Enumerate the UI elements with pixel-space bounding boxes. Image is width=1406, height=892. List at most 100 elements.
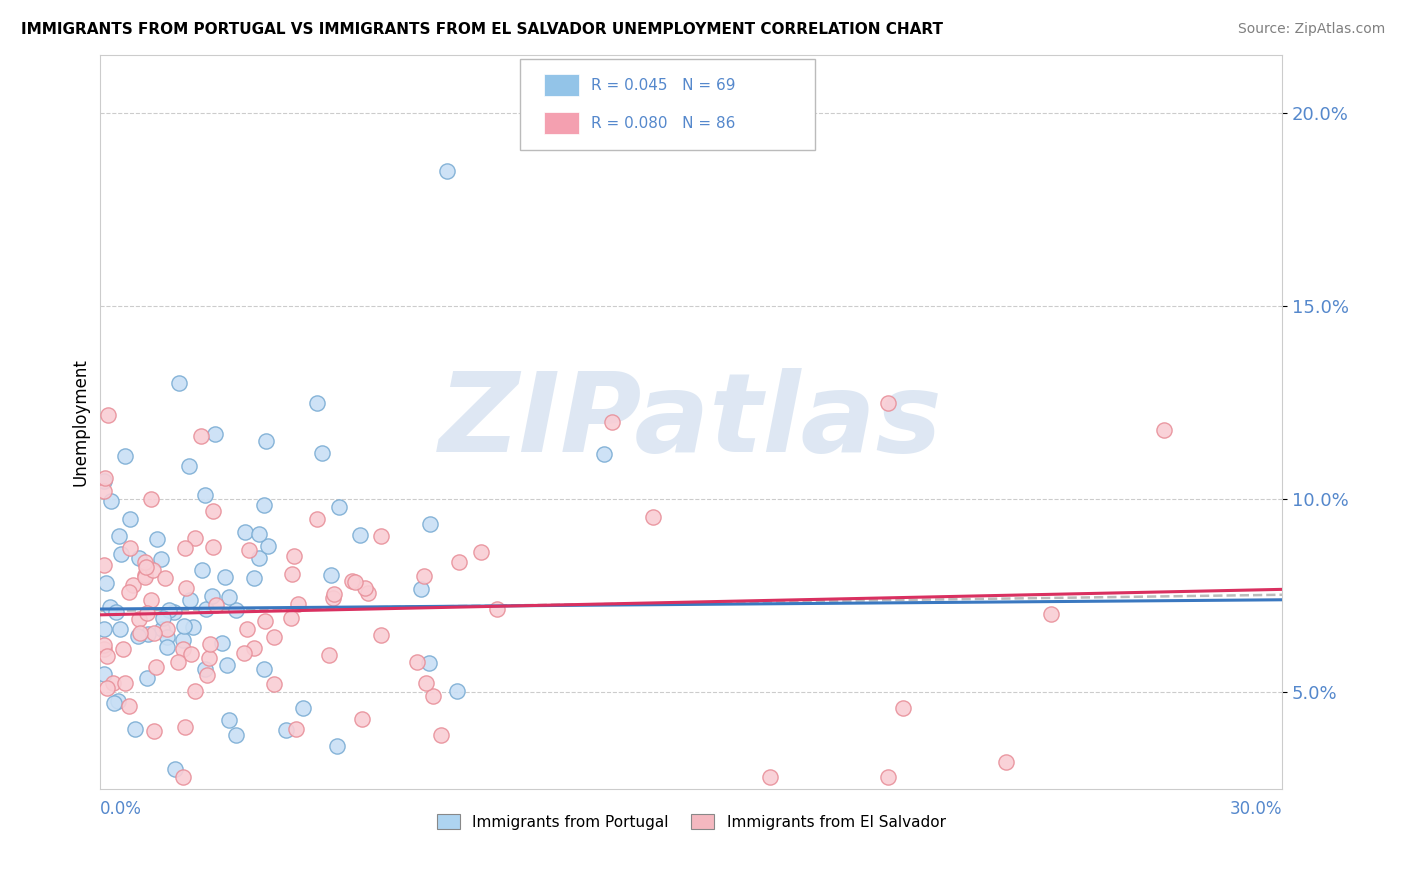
Point	[194, 602, 217, 616]
Point	[136, 671, 159, 685]
Point	[593, 447, 616, 461]
Point	[110, 547, 132, 561]
Point	[114, 675, 136, 690]
Point	[93, 666, 115, 681]
Point	[136, 627, 159, 641]
Point	[281, 567, 304, 582]
Point	[995, 755, 1018, 769]
Y-axis label: Unemployment: Unemployment	[72, 358, 89, 486]
Point	[103, 696, 125, 710]
Point	[446, 684, 468, 698]
Point	[135, 560, 157, 574]
Point	[318, 648, 340, 662]
Point	[353, 581, 375, 595]
Point	[429, 728, 451, 742]
Point	[180, 647, 202, 661]
Point	[93, 642, 115, 657]
Point	[195, 668, 218, 682]
Point	[214, 570, 236, 584]
Point	[218, 713, 240, 727]
Point	[253, 614, 276, 628]
Point	[194, 488, 217, 502]
Point	[877, 770, 900, 784]
Point	[142, 563, 165, 577]
Point	[134, 569, 156, 583]
Point	[167, 376, 190, 391]
Point	[173, 721, 195, 735]
Point	[284, 723, 307, 737]
Point	[108, 529, 131, 543]
Point	[93, 471, 115, 485]
Point	[305, 395, 328, 409]
Point	[342, 574, 364, 588]
Point	[201, 504, 224, 518]
Point	[135, 606, 157, 620]
Point	[409, 582, 432, 597]
Point	[280, 610, 302, 624]
Point	[93, 622, 115, 636]
Point	[200, 637, 222, 651]
Point	[97, 409, 120, 423]
Point	[124, 722, 146, 736]
Point	[201, 589, 224, 603]
Point	[263, 677, 285, 691]
Point	[100, 494, 122, 508]
Point	[121, 578, 143, 592]
Point	[415, 675, 437, 690]
Point	[197, 651, 219, 665]
Point	[225, 603, 247, 617]
Point	[322, 591, 344, 605]
Text: R = 0.045   N = 69: R = 0.045 N = 69	[591, 78, 735, 93]
Point	[232, 646, 254, 660]
Point	[215, 658, 238, 673]
FancyBboxPatch shape	[520, 59, 815, 151]
Point	[406, 655, 429, 669]
Point	[190, 428, 212, 442]
Bar	[544, 112, 579, 135]
Point	[370, 628, 392, 642]
Point	[127, 629, 149, 643]
Text: 0.0%: 0.0%	[100, 800, 142, 818]
Point	[211, 636, 233, 650]
Point	[877, 395, 900, 409]
Point	[225, 729, 247, 743]
Point	[94, 575, 117, 590]
Point	[276, 723, 298, 737]
Point	[323, 587, 346, 601]
Point	[254, 434, 277, 449]
Point	[602, 415, 624, 429]
Point	[370, 529, 392, 543]
Point	[247, 551, 270, 566]
Point	[129, 626, 152, 640]
Point	[319, 567, 342, 582]
Point	[111, 641, 134, 656]
Point	[93, 483, 115, 498]
Point	[128, 551, 150, 566]
Point	[325, 739, 347, 753]
Point	[118, 584, 141, 599]
Point	[413, 569, 436, 583]
Point	[163, 762, 186, 776]
Point	[134, 567, 156, 582]
Point	[96, 681, 118, 695]
Point	[233, 524, 256, 539]
Point	[436, 164, 458, 178]
Bar	[544, 74, 579, 96]
Point	[141, 491, 163, 506]
Point	[263, 630, 285, 644]
Point	[118, 512, 141, 526]
Point	[343, 575, 366, 590]
Point	[156, 630, 179, 644]
Point	[643, 509, 665, 524]
Point	[108, 623, 131, 637]
Point	[156, 622, 179, 636]
Point	[143, 724, 166, 739]
Point	[194, 662, 217, 676]
Point	[146, 533, 169, 547]
Point	[243, 571, 266, 585]
Point	[418, 516, 440, 531]
Point	[357, 586, 380, 600]
Point	[98, 599, 121, 614]
Point	[205, 599, 228, 613]
Point	[243, 640, 266, 655]
